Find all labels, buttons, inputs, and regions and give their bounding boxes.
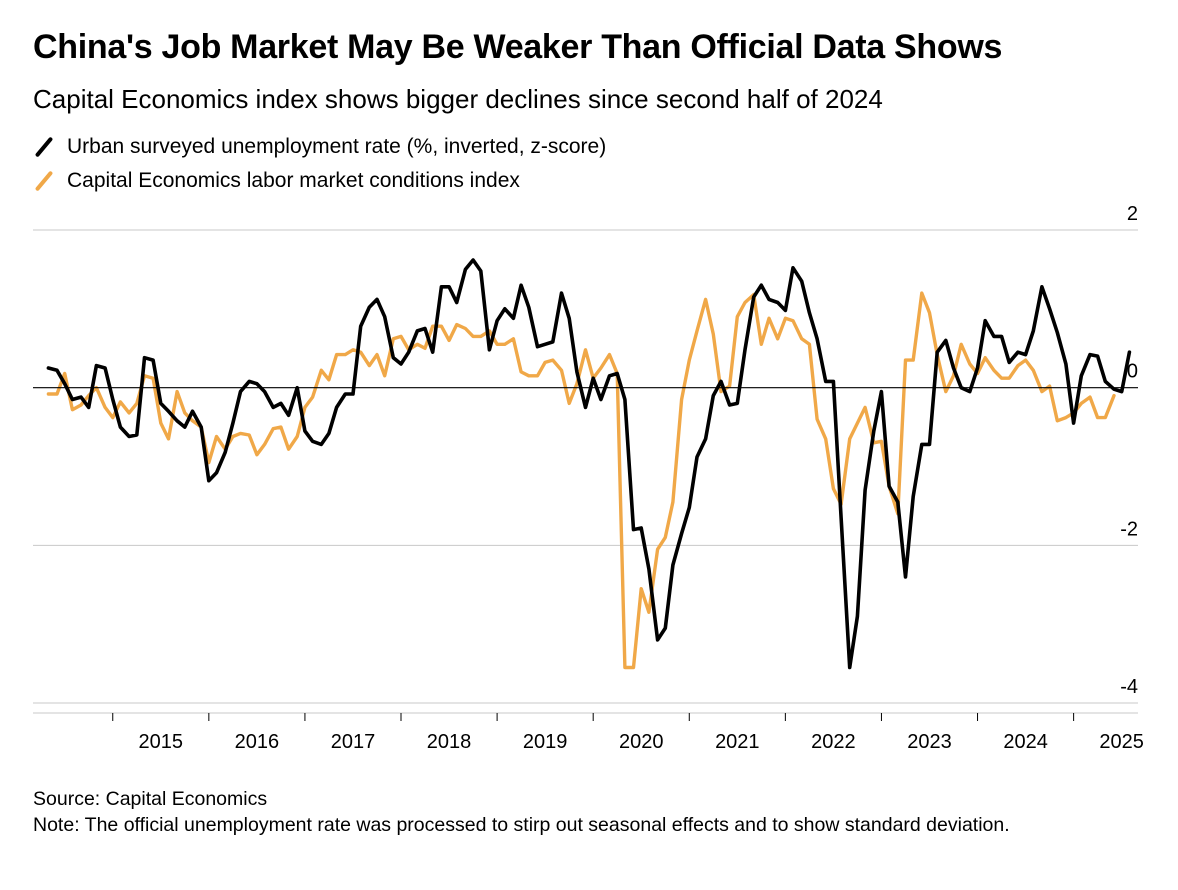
x-tick-label: 2022 <box>811 731 856 753</box>
x-tick-label: 2021 <box>715 731 760 753</box>
line-chart: 2 0 -2 -4 2015 2016 2017 2018 2019 2020 2021 2022 20… <box>33 203 1144 753</box>
y-tick-label: 2 <box>1127 203 1138 225</box>
x-tick-label: 2023 <box>907 731 952 753</box>
legend-label-unemployment: Urban surveyed unemployment rate (%, inv… <box>67 135 607 158</box>
x-tick-label: 2018 <box>427 731 472 753</box>
legend-label-labor-index: Capital Economics labor market condition… <box>67 169 520 192</box>
x-tick-label: 2025 <box>1099 731 1144 753</box>
source-text: Source: Capital Economics <box>33 788 268 810</box>
legend-swatch-black-icon <box>33 136 55 158</box>
legend-item-labor-index: Capital Economics labor market condition… <box>33 164 606 198</box>
x-tick-label: 2020 <box>619 731 664 753</box>
footer: Source: Capital Economics Note: The offi… <box>33 786 1143 838</box>
legend-item-unemployment: Urban surveyed unemployment rate (%, inv… <box>33 130 606 164</box>
legend: Urban surveyed unemployment rate (%, inv… <box>33 130 606 198</box>
x-tick-label: 2019 <box>523 731 568 753</box>
x-tick-label: 2024 <box>1003 731 1048 753</box>
y-tick-label: -4 <box>1120 676 1138 698</box>
chart-title: China's Job Market May Be Weaker Than Of… <box>33 28 1003 66</box>
note-text: Note: The official unemployment rate was… <box>33 814 1010 836</box>
x-tick-label: 2017 <box>331 731 376 753</box>
chart-subtitle: Capital Economics index shows bigger dec… <box>33 84 883 114</box>
series-line-unemployment <box>46 258 1132 670</box>
x-tick-label: 2016 <box>235 731 280 753</box>
y-tick-label: -2 <box>1120 518 1138 540</box>
x-tick-label: 2015 <box>139 731 184 753</box>
legend-swatch-orange-icon <box>33 170 55 192</box>
y-tick-label: 0 <box>1127 361 1138 383</box>
